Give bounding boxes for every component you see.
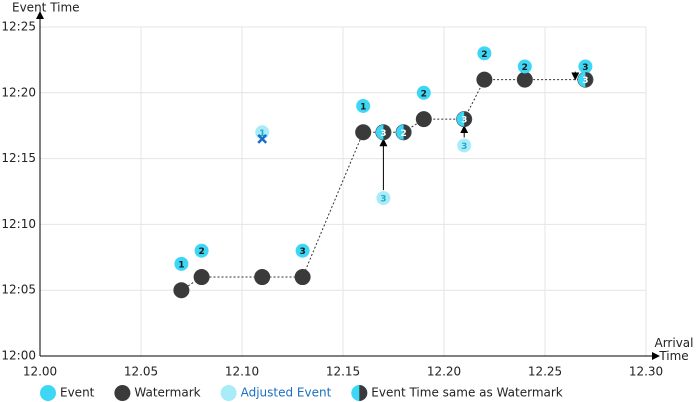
point-label: 3 xyxy=(461,116,467,126)
legend-label: Event xyxy=(60,386,95,400)
y-tick-label: 12:25 xyxy=(1,20,36,34)
legend-label: Watermark xyxy=(134,386,200,400)
point-label: 3 xyxy=(582,76,588,86)
event xyxy=(578,59,593,74)
point-label: 2 xyxy=(421,89,427,99)
watermark-point xyxy=(173,282,190,299)
y-axis-label: Event Time xyxy=(12,1,80,15)
event xyxy=(356,98,371,113)
point-label: 2 xyxy=(400,129,406,139)
legend-label: Event Time same as Watermark xyxy=(371,386,563,400)
watermark-line xyxy=(181,79,586,291)
x-tick-label: 12.10 xyxy=(225,365,259,379)
point-label: 3 xyxy=(380,129,386,139)
watermark-point xyxy=(516,71,533,88)
watermark-point xyxy=(193,269,210,286)
x-tick-label: 12.15 xyxy=(326,365,360,379)
point-label: 3 xyxy=(582,63,588,73)
point-label: 1 xyxy=(178,260,184,270)
x-tick-label: 12.25 xyxy=(528,365,562,379)
point-label: 1 xyxy=(360,102,366,112)
legend-swatch xyxy=(40,385,56,401)
same-time-point-half xyxy=(464,111,472,127)
event xyxy=(416,85,431,100)
same-time-point-half xyxy=(383,124,391,140)
legend-swatch-half xyxy=(359,385,368,401)
watermark-point xyxy=(254,269,271,286)
legend-swatch xyxy=(114,385,131,401)
point-label: 2 xyxy=(522,63,528,73)
watermark-point xyxy=(294,269,311,286)
watermark-point xyxy=(415,111,432,128)
event xyxy=(517,59,532,74)
y-tick-label: 12:10 xyxy=(1,217,36,231)
legend-swatch xyxy=(220,385,237,401)
event xyxy=(174,256,189,271)
y-tick-label: 12:00 xyxy=(1,349,36,363)
point-label: 1 xyxy=(259,129,265,139)
watermark-point xyxy=(355,124,372,141)
event xyxy=(295,243,310,258)
adjusted-event xyxy=(457,138,472,153)
y-tick-label: 12:05 xyxy=(1,283,36,297)
point-label: 3 xyxy=(299,247,305,257)
x-axis-label: Arrival Time xyxy=(654,336,694,363)
point-label: 3 xyxy=(461,142,467,152)
x-tick-label: 12.05 xyxy=(124,365,158,379)
x-tick-label: 12.20 xyxy=(427,365,461,379)
point-label: 2 xyxy=(481,50,487,60)
x-tick-label: 12.30 xyxy=(629,365,663,379)
y-tick-label: 12:20 xyxy=(1,85,36,99)
same-time-point-half xyxy=(585,72,593,88)
point-label: 3 xyxy=(380,195,386,205)
point-label: 2 xyxy=(198,247,204,257)
watermark-point xyxy=(476,71,493,88)
event xyxy=(477,46,492,61)
x-tick-label: 12.00 xyxy=(23,365,57,379)
adjusted-event xyxy=(376,191,391,206)
legend-label: Adjusted Event xyxy=(241,386,332,400)
event xyxy=(194,243,209,258)
cross-marker xyxy=(257,133,268,144)
same-time-point-half xyxy=(403,124,412,140)
y-tick-label: 12:15 xyxy=(1,151,36,165)
